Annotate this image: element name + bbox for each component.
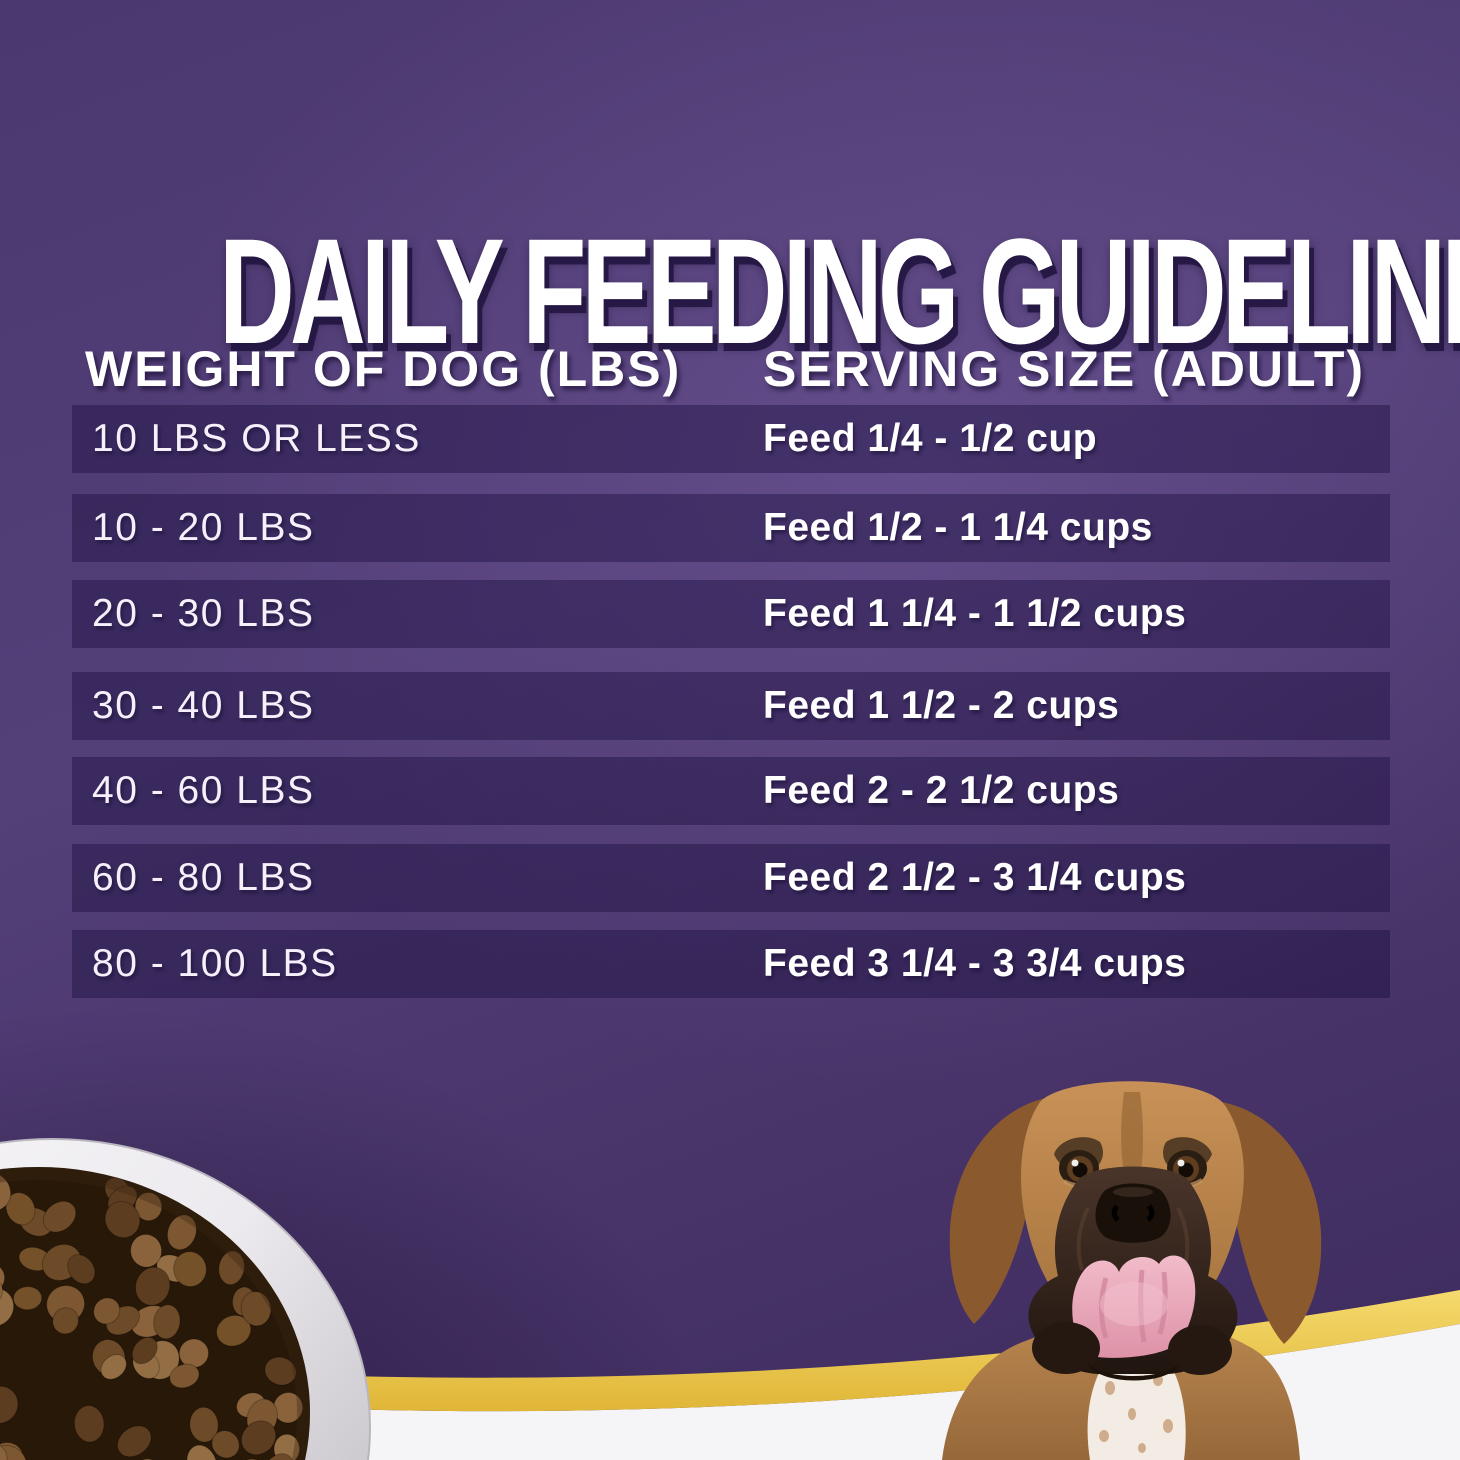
serving-cell: Feed 1/4 - 1/2 cup [763,417,1098,460]
serving-cell: Feed 2 1/2 - 3 1/4 cups [763,856,1187,899]
dog-left-eye [1059,1150,1099,1188]
nose-sheen [1113,1187,1153,1197]
dog-tongue [1072,1255,1196,1358]
white-footer-area [0,1324,1460,1460]
dog-muzzle [1028,1166,1238,1375]
right-nostril [1146,1204,1155,1222]
column-header-serving: SERVING SIZE (ADULT) [763,341,1366,397]
forehead-streak [1121,1092,1143,1178]
right-brow-patch [1163,1137,1212,1173]
serving-cell: Feed 3 1/4 - 3 3/4 cups [763,942,1187,985]
bowl-inner-shadow [0,1167,310,1460]
table-row: 40 - 60 LBS Feed 2 - 2 1/2 cups [72,757,1390,825]
gold-stripe [0,1290,1460,1412]
dog-chin [1088,1364,1180,1381]
table-row: 10 LBS OR LESS Feed 1/4 - 1/2 cup [72,405,1390,473]
serving-cell: Feed 1 1/4 - 1 1/2 cups [763,592,1187,635]
muzzle-wrinkle-left [1076,1207,1090,1271]
weight-cell: 10 - 20 LBS [92,506,315,549]
dog-left-ear [949,1098,1046,1324]
table-row: 60 - 80 LBS Feed 2 1/2 - 3 1/4 cups [72,844,1390,912]
chest-speckles [1099,1374,1173,1453]
dog-right-ear [1221,1102,1322,1344]
tongue-highlight [1100,1282,1168,1326]
weight-cell: 20 - 30 LBS [92,592,315,635]
dog-head [1020,1081,1244,1322]
bowl-interior [0,1167,310,1460]
left-jowl [1032,1322,1100,1374]
bowl-rim [0,1138,371,1460]
weight-cell: 60 - 80 LBS [92,856,315,899]
table-row: 10 - 20 LBS Feed 1/2 - 1 1/4 cups [72,494,1390,562]
serving-cell: Feed 1 1/2 - 2 cups [763,684,1120,727]
serving-cell: Feed 2 - 2 1/2 cups [763,769,1120,812]
table-row: 20 - 30 LBS Feed 1 1/4 - 1 1/2 cups [72,580,1390,648]
dog-right-eye [1167,1150,1207,1188]
column-header-weight: WEIGHT OF DOG (LBS) [85,341,682,397]
kibble-pieces [0,1167,304,1460]
left-nostril [1111,1204,1120,1222]
weight-cell: 40 - 60 LBS [92,769,315,812]
dog-chest-patch [1087,1344,1186,1460]
dog-body [942,1325,1300,1460]
serving-cell: Feed 1/2 - 1 1/4 cups [763,506,1153,549]
muzzle-wrinkle-right [1176,1207,1190,1271]
weight-cell: 30 - 40 LBS [92,684,315,727]
boxer-dog-photo [942,1081,1322,1460]
tongue-ridges [1099,1269,1168,1343]
table-row: 30 - 40 LBS Feed 1 1/2 - 2 cups [72,672,1390,740]
kibble-bowl-photo [0,1138,371,1460]
left-brow-patch [1054,1137,1103,1173]
weight-cell: 80 - 100 LBS [92,942,338,985]
table-row: 80 - 100 LBS Feed 3 1/4 - 3 3/4 cups [72,930,1390,998]
right-jowl [1168,1325,1232,1375]
dog-nose [1095,1183,1171,1243]
weight-cell: 10 LBS OR LESS [92,417,421,460]
